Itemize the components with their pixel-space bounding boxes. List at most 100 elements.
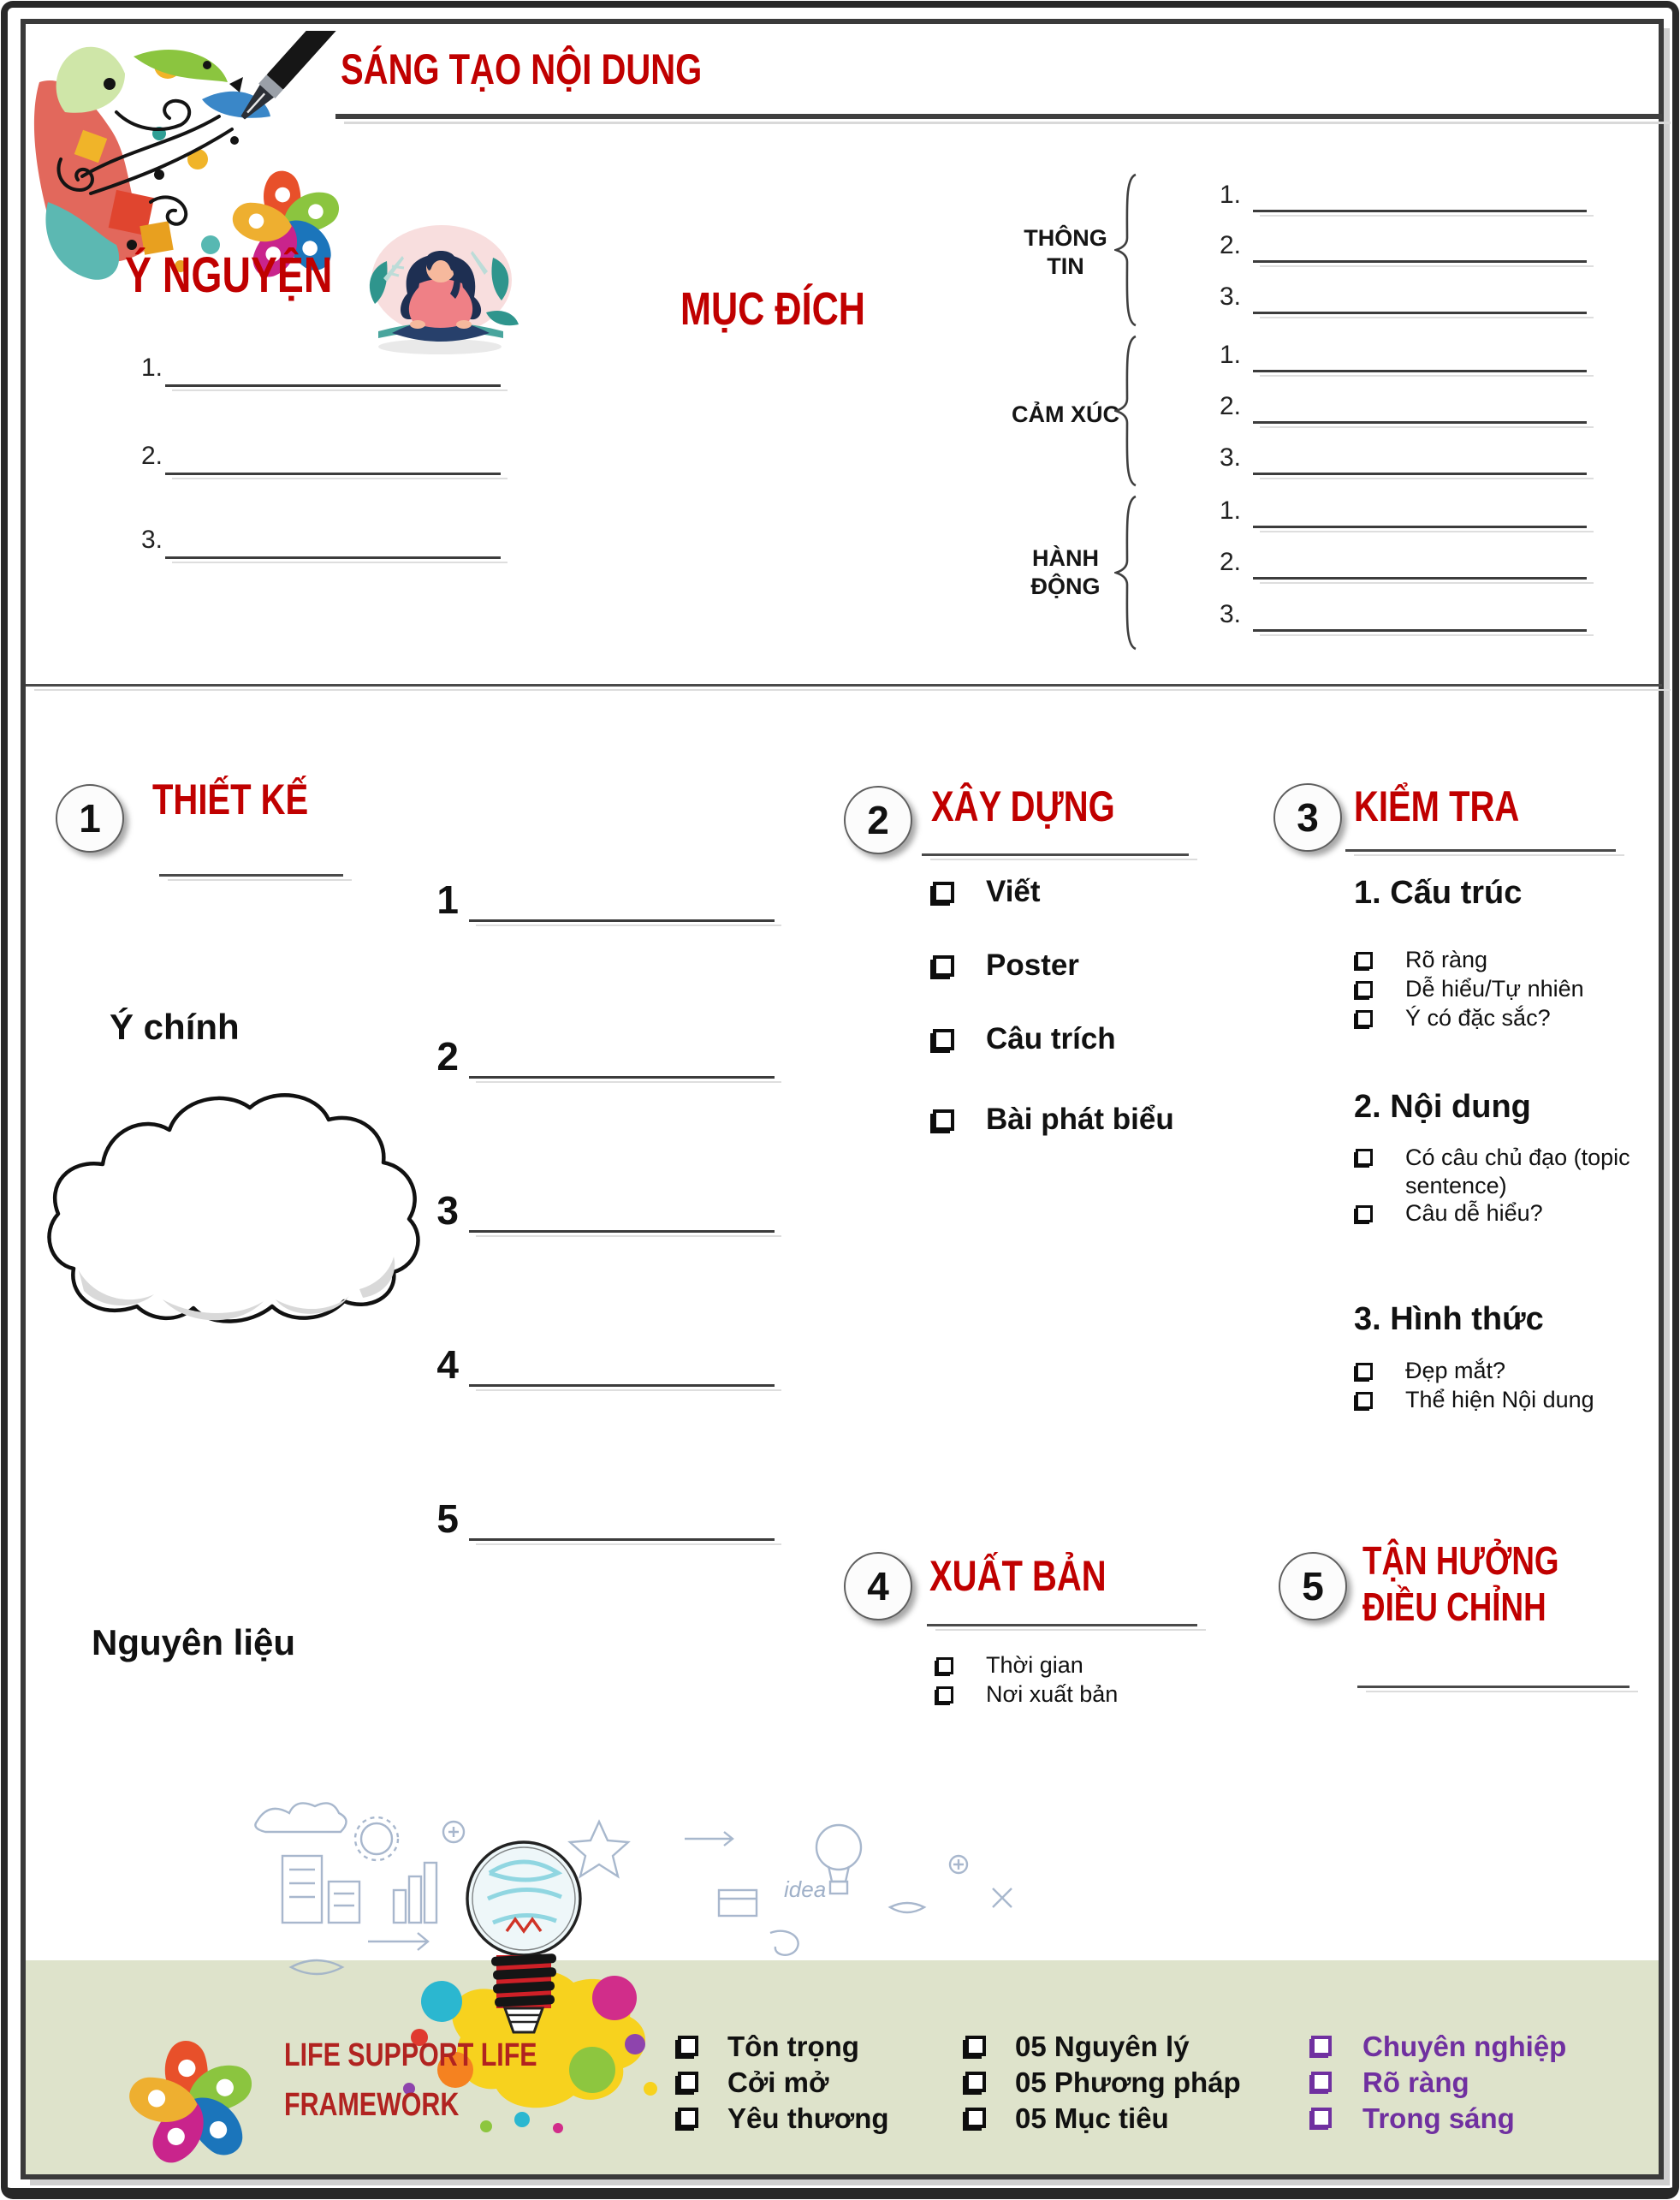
- checkbox-the-hien-noi-dung[interactable]: [1356, 1392, 1373, 1409]
- step5-title-line1: TẬN HƯỞNG: [1362, 1538, 1559, 1583]
- check-item-label: Có câu chủ đạo (topic sentence): [1405, 1145, 1630, 1198]
- purpose-row-number: 1.: [1219, 496, 1241, 525]
- design-slot-line-5[interactable]: [469, 1538, 781, 1545]
- checkbox-cau-de-hieu[interactable]: [1356, 1205, 1373, 1222]
- purpose-line[interactable]: [1253, 473, 1594, 479]
- purpose-line[interactable]: [1253, 577, 1594, 584]
- wish-line-3[interactable]: [165, 556, 508, 563]
- meditation-illustration: [369, 225, 519, 354]
- purpose-group-label-cam-xuc: CẢM XÚC: [1012, 401, 1119, 427]
- checkbox-y-dac-sac[interactable]: [1356, 1010, 1373, 1027]
- check-item-label: Đẹp mắt?: [1405, 1358, 1506, 1383]
- checkbox-dep-mat[interactable]: [1356, 1363, 1373, 1380]
- checkbox-chuyen-nghiep[interactable]: [1311, 2036, 1332, 2056]
- main-idea-label: Ý chính: [110, 1007, 240, 1047]
- check-item-label: Rõ ràng: [1405, 947, 1488, 972]
- brace-icon: [1114, 173, 1137, 327]
- checkbox-ro-rang-footer[interactable]: [1311, 2072, 1332, 2092]
- purpose-row-number: 1.: [1219, 181, 1241, 209]
- publish-item-label: Thời gian: [986, 1652, 1083, 1678]
- footer-col3-item: Rõ ràng: [1362, 2066, 1469, 2098]
- build-item-label: Câu trích: [986, 1022, 1116, 1055]
- footer-col3-item: Chuyên nghiệp: [1362, 2031, 1567, 2062]
- purpose-row-number: 2.: [1219, 231, 1241, 259]
- build-item-label: Viết: [986, 875, 1041, 908]
- wish-row-number: 2.: [140, 442, 163, 470]
- design-slot-number: 3: [436, 1188, 459, 1233]
- footer-col2-item: 05 Mục tiêu: [1015, 2102, 1169, 2134]
- purpose-line[interactable]: [1253, 312, 1594, 318]
- checkbox-thoi-gian[interactable]: [936, 1657, 953, 1674]
- design-slot-number: 2: [436, 1034, 459, 1079]
- check-group-heading: 2. Nội dung: [1354, 1089, 1531, 1125]
- checkbox-05-muc-tieu[interactable]: [965, 2108, 986, 2128]
- design-slot-number: 5: [436, 1496, 459, 1541]
- purpose-group-label-thong-tin: THÔNG TIN: [1024, 225, 1107, 279]
- design-slot-line-1[interactable]: [469, 919, 781, 926]
- brace-icon: [1114, 495, 1137, 651]
- purpose-row-number: 3.: [1219, 600, 1241, 628]
- checkbox-05-nguyen-ly[interactable]: [965, 2036, 986, 2056]
- page-frame: [21, 19, 1664, 2179]
- footer-col3-item: Trong sáng: [1362, 2102, 1515, 2134]
- checkbox-ton-trong[interactable]: [678, 2036, 698, 2056]
- purpose-heading: MỤC ĐÍCH: [680, 283, 865, 335]
- step-circle-2: 2: [844, 786, 912, 854]
- design-slot-line-4[interactable]: [469, 1384, 781, 1391]
- checkbox-yeu-thuong[interactable]: [678, 2108, 698, 2128]
- checkbox-05-phuong-phap[interactable]: [965, 2072, 986, 2092]
- checkbox-trong-sang[interactable]: [1311, 2108, 1332, 2128]
- purpose-row-number: 2.: [1219, 392, 1241, 420]
- section-divider: [26, 684, 1671, 691]
- step2-underline: [922, 853, 1197, 860]
- checkbox-coi-mo[interactable]: [678, 2072, 698, 2092]
- purpose-row-number: 1.: [1219, 341, 1241, 369]
- checkbox-noi-xuat-ban[interactable]: [936, 1686, 953, 1704]
- page-title: SÁNG TẠO NỘI DUNG: [341, 45, 703, 93]
- wish-row-number: 1.: [140, 354, 163, 382]
- checkbox-de-hieu[interactable]: [1356, 981, 1373, 998]
- wish-line-2[interactable]: [165, 473, 508, 479]
- step3-title: KIỂM TRA: [1354, 782, 1520, 830]
- brand-name-line1: LIFE SUPPORT LIFE: [284, 2037, 537, 2073]
- footer-col2-item: 05 Nguyên lý: [1015, 2031, 1190, 2062]
- checkbox-cau-chu-dao[interactable]: [1356, 1149, 1373, 1166]
- build-item-label: Poster: [986, 948, 1079, 982]
- pen-icon: [240, 31, 339, 120]
- step5-underline: [1357, 1686, 1638, 1692]
- design-slot-number: 1: [436, 877, 459, 922]
- purpose-line[interactable]: [1253, 370, 1594, 377]
- step-circle-1: 1: [56, 784, 124, 853]
- checkbox-poster[interactable]: [933, 955, 954, 977]
- main-idea-cloud[interactable]: [34, 1085, 432, 1338]
- footer-band: [26, 1960, 1659, 2174]
- purpose-line[interactable]: [1253, 421, 1594, 428]
- purpose-line[interactable]: [1253, 526, 1594, 532]
- purpose-row-number: 3.: [1219, 282, 1241, 311]
- check-group-heading: 3. Hình thức: [1354, 1301, 1544, 1337]
- design-slot-line-3[interactable]: [469, 1230, 781, 1237]
- design-slot-number: 4: [436, 1342, 459, 1387]
- check-group-heading: 1. Cấu trúc: [1354, 875, 1523, 911]
- purpose-line[interactable]: [1253, 210, 1594, 217]
- step4-underline: [927, 1624, 1206, 1631]
- checkbox-cau-trich[interactable]: [933, 1029, 954, 1050]
- check-item-label: Thể hiện Nội dung: [1405, 1387, 1594, 1412]
- check-item-label: Ý có đặc sắc?: [1405, 1005, 1551, 1031]
- creative-splash-logo: [33, 31, 339, 280]
- purpose-line[interactable]: [1253, 629, 1594, 636]
- purpose-group-label-hanh-dong: HÀNH ĐỘNG: [1030, 545, 1101, 599]
- footer-flower-logo: [129, 2040, 252, 2163]
- step1-underline: [159, 874, 352, 881]
- checkbox-ro-rang[interactable]: [1356, 952, 1373, 969]
- checkbox-bai-phat-bieu[interactable]: [933, 1109, 954, 1131]
- footer-col1-item: Cởi mở: [727, 2066, 829, 2098]
- materials-label: Nguyên liệu: [92, 1622, 296, 1662]
- design-slot-line-2[interactable]: [469, 1076, 781, 1083]
- checkbox-viet[interactable]: [933, 882, 954, 903]
- step3-underline: [1345, 849, 1624, 856]
- wish-line-1[interactable]: [165, 384, 508, 391]
- purpose-line[interactable]: [1253, 260, 1594, 267]
- step5-title-line2: ĐIỀU CHỈNH: [1362, 1585, 1546, 1629]
- brace-icon: [1114, 335, 1137, 487]
